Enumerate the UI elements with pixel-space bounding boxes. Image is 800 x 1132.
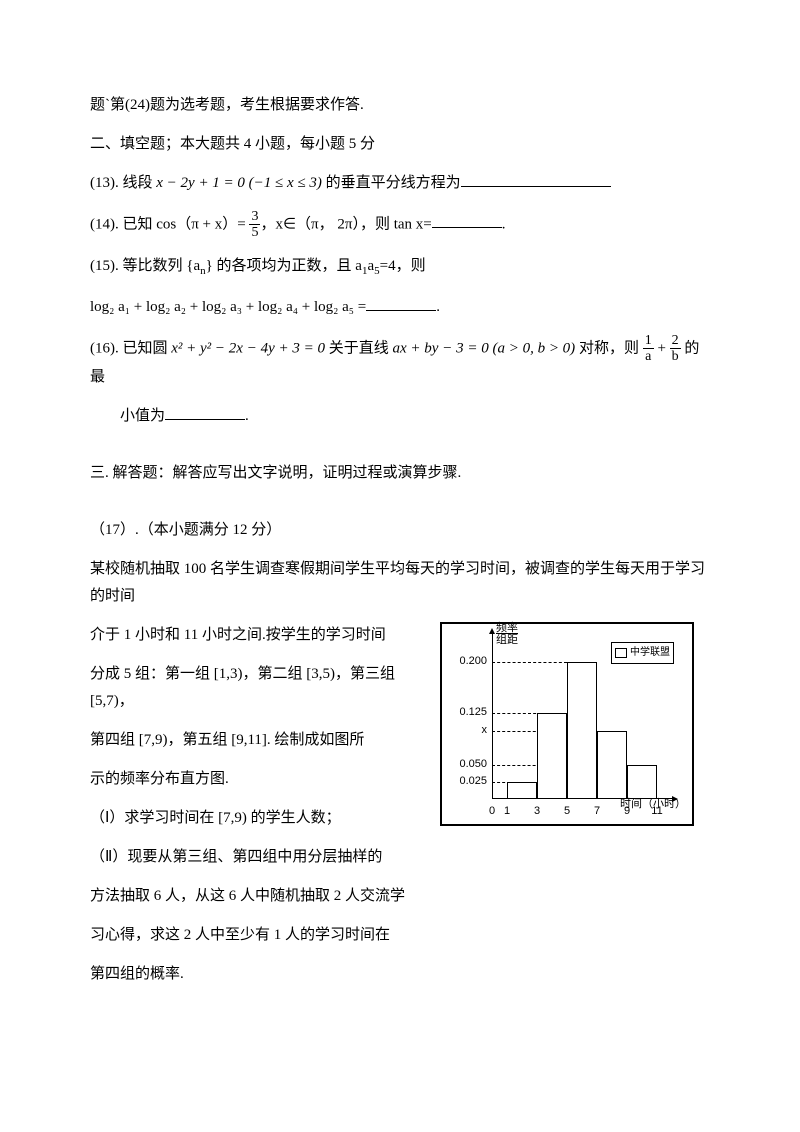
question-15-line1: (15). 等比数列 {an} 的各项均为正数，且 a1a5=4，则	[90, 253, 710, 282]
q17-i4: 习心得，求这 2 人中至少有 1 人的学习时间在	[90, 922, 710, 949]
histogram-bar	[507, 782, 537, 799]
q16-f1n: 1	[643, 333, 654, 349]
q16-period: .	[245, 408, 249, 424]
q16-f2n: 2	[670, 333, 681, 349]
q13-label: (13). 线段	[90, 175, 156, 191]
q16-f1d: a	[643, 349, 654, 364]
x-tick-label: 5	[564, 802, 570, 822]
q15-a: (15). 等比数列 {a	[90, 258, 200, 274]
q14-den: 5	[249, 225, 260, 240]
section-3-title: 三. 解答题：解答应写出文字说明，证明过程或演算步骤.	[90, 460, 710, 487]
x-tick-label: 3	[534, 802, 540, 822]
q14-blank	[432, 212, 502, 228]
q17-i2: （Ⅱ）现要从第三组、第四组中用分层抽样的	[90, 844, 710, 871]
q13-blank	[461, 171, 611, 187]
q14-label: (14). 已知 cos（π + x）=	[90, 216, 249, 232]
y-arrow	[489, 628, 495, 634]
histogram-bar	[567, 662, 597, 800]
x-axis-title: 时间（小时）	[620, 795, 686, 815]
question-14: (14). 已知 cos（π + x）= 35，x∈（π， 2π），则 tan …	[90, 209, 710, 241]
x-tick-label: 0	[489, 802, 495, 822]
y-axis	[492, 634, 493, 799]
histogram-bar	[537, 713, 567, 799]
q14-num: 3	[249, 209, 260, 225]
q15-expr: log₂ a₁ + log₂ a₂ + log₂ a₃ + log₂ a₄ + …	[90, 299, 366, 315]
question-13: (13). 线段 x − 2y + 1 = 0 (−1 ≤ x ≤ 3) 的垂直…	[90, 170, 710, 197]
q16-frac2: 2b	[670, 333, 681, 365]
q17-wrap: 频率 组距 中学联盟 0.0250.050x0.1250.20001357911…	[90, 622, 710, 1000]
question-16-cont: 小值为.	[90, 403, 710, 430]
grid-line	[492, 662, 567, 663]
q15-d: =4，则	[380, 258, 426, 274]
question-15-line2: log₂ a₁ + log₂ a₂ + log₂ a₃ + log₂ a₄ + …	[90, 294, 710, 321]
q15-blank	[366, 295, 436, 311]
q16-tail2: 小值为	[120, 408, 165, 424]
y-tick-label: 0.200	[442, 652, 487, 672]
q16-circle: x² + y² − 2x − 4y + 3 = 0	[171, 340, 325, 356]
q16-mid1: 关于直线	[325, 340, 393, 356]
q16-label: (16). 已知圆	[90, 340, 171, 356]
q17-i3: 方法抽取 6 人，从这 6 人中随机抽取 2 人交流学	[90, 883, 710, 910]
q13-tail: 的垂直平分线方程为	[322, 175, 461, 191]
chart-canvas: 0.0250.050x0.1250.20001357911	[492, 634, 672, 799]
y-tick-label: x	[442, 721, 487, 741]
q17-header: （17）.（本小题满分 12 分）	[90, 517, 710, 544]
y-tick-label: 0.125	[442, 704, 487, 724]
y-tick-label: 0.050	[442, 755, 487, 775]
q16-frac1: 1a	[643, 333, 654, 365]
section-2-title: 二、填空题；本大题共 4 小题，每小题 5 分	[90, 131, 710, 158]
histogram-bar	[597, 731, 627, 800]
q16-mid2: 对称，则	[575, 340, 643, 356]
x-tick-label: 7	[594, 802, 600, 822]
q14-fraction: 35	[249, 209, 260, 241]
q16-f2d: b	[670, 349, 681, 364]
ytitle-1: 频率	[496, 622, 518, 634]
q14-mid: ，x∈（π， 2π），则 tan x=	[260, 216, 431, 232]
histogram-frame: 频率 组距 中学联盟 0.0250.050x0.1250.20001357911…	[440, 622, 694, 826]
q17-i5: 第四组的概率.	[90, 961, 710, 988]
x-tick-label: 1	[504, 802, 510, 822]
q15-b: } 的各项均为正数，且 a	[206, 258, 362, 274]
intro-text: 题`第(24)题为选考题，考生根据要求作答.	[90, 92, 710, 119]
question-16: (16). 已知圆 x² + y² − 2x − 4y + 3 = 0 关于直线…	[90, 333, 710, 392]
q16-plus: +	[654, 340, 670, 356]
q13-expr: x − 2y + 1 = 0 (−1 ≤ x ≤ 3)	[156, 175, 322, 191]
q16-blank	[165, 404, 245, 420]
histogram-chart: 频率 组距 中学联盟 0.0250.050x0.1250.20001357911…	[440, 622, 710, 826]
y-tick-label: 0.025	[442, 772, 487, 792]
q16-line: ax + by − 3 = 0 (a > 0, b > 0)	[393, 340, 576, 356]
q17-p1: 某校随机抽取 100 名学生调查寒假期间学生平均每天的学习时间，被调查的学生每天…	[90, 556, 710, 610]
